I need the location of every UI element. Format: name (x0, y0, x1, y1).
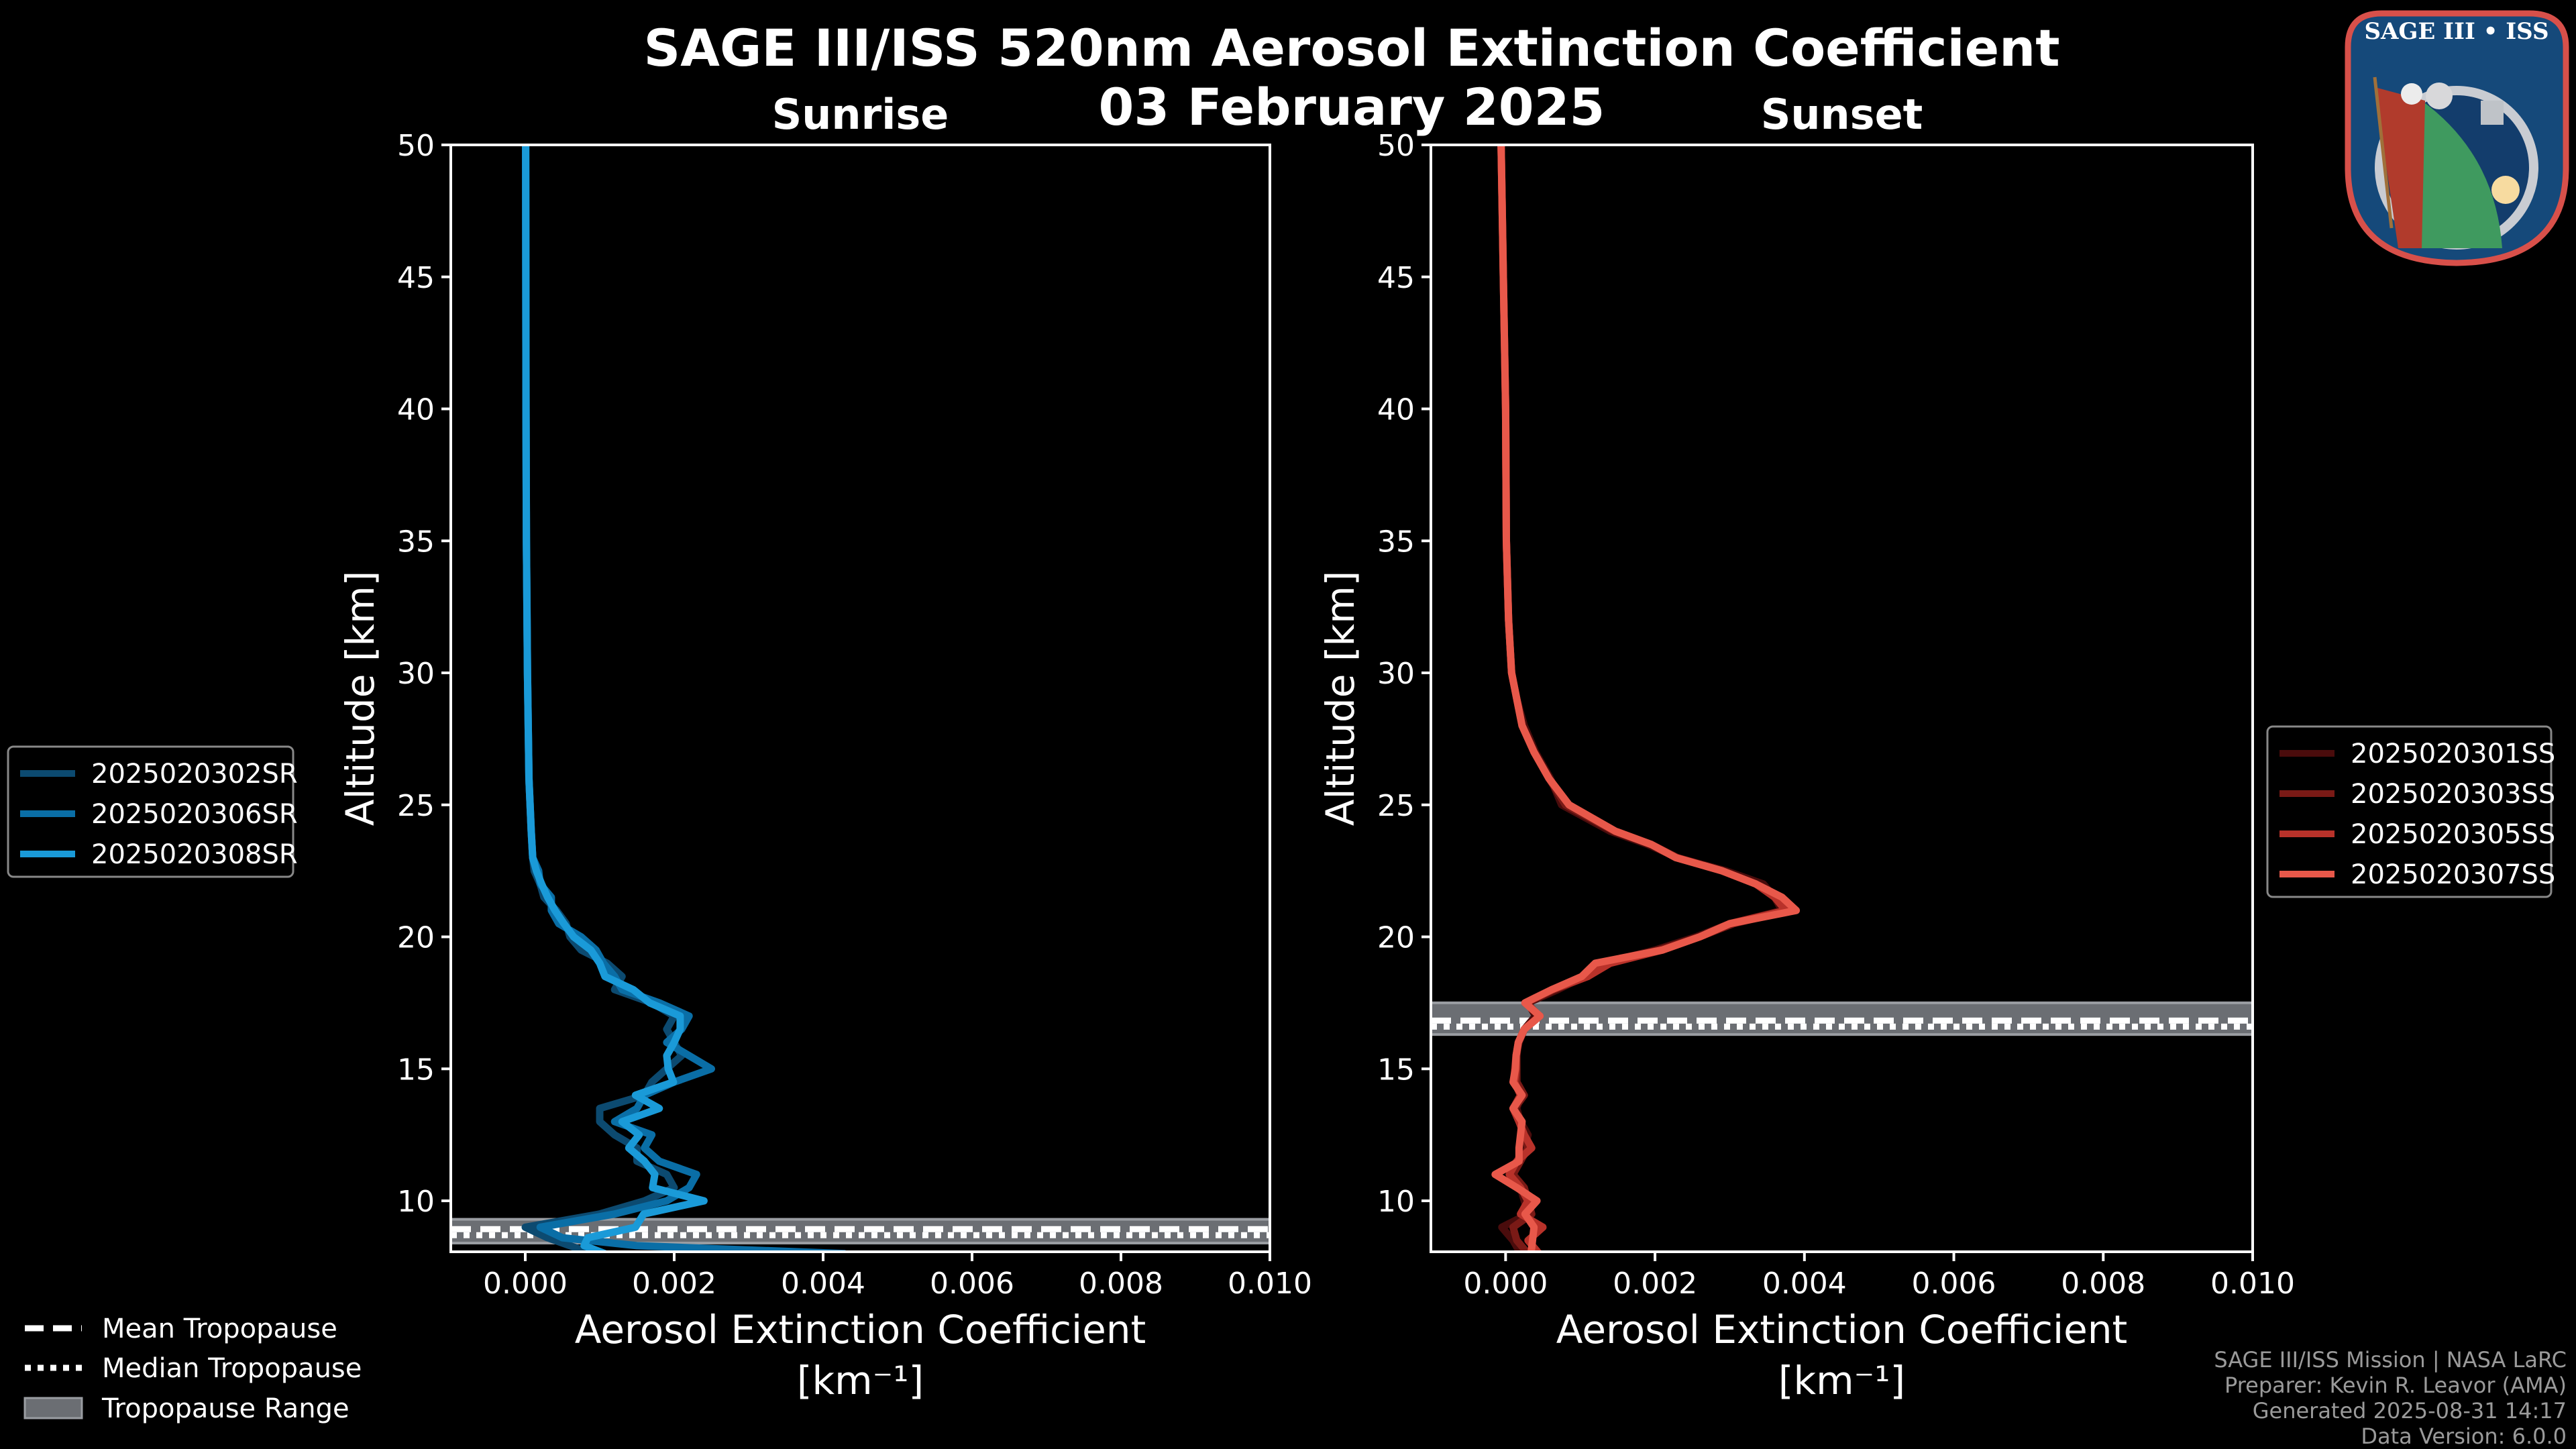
y-tick-label: 15 (1377, 1053, 1415, 1087)
y-tick-label: 10 (1377, 1185, 1415, 1219)
series-group (521, 145, 846, 1252)
series-line-2025020301SS (1497, 145, 1786, 1252)
x-axis-label: Aerosol Extinction Coefficient (575, 1307, 1146, 1352)
x-tick-label: 0.004 (1762, 1267, 1847, 1301)
panel-title: Sunrise (772, 90, 949, 139)
x-tick-label: 0.008 (2061, 1267, 2145, 1301)
panel-title: Sunset (1761, 90, 1923, 139)
y-tick-label: 50 (1377, 129, 1415, 163)
x-axis-unit: [km⁻¹] (797, 1358, 924, 1403)
sunrise-panel: Sunrise 0.000 0.002 0.004 0.006 0.008 0.010 10 1… (7, 90, 1312, 1403)
credit-line: Preparer: Kevin R. Leavor (AMA) (2224, 1373, 2567, 1398)
y-tick-label: 35 (397, 525, 435, 559)
x-axis-unit: [km⁻¹] (1778, 1358, 1905, 1403)
legend-label: 2025020301SS (2351, 739, 2555, 769)
y-tick-label: 10 (397, 1185, 435, 1219)
series-group (1491, 145, 1801, 1252)
y-tick-label: 25 (1377, 789, 1415, 823)
x-tick-label: 0.000 (483, 1267, 568, 1301)
series-legend-box (7, 745, 294, 878)
axes-frame (449, 144, 1271, 1253)
series-line-2025020307SS (1491, 145, 1801, 1252)
y-axis-label: Altitude [km] (1318, 571, 1363, 826)
legend-label: 2025020303SS (2351, 779, 2555, 810)
y-tick-label: 25 (397, 789, 435, 823)
series-line-2025020305SS (1497, 145, 1790, 1252)
x-axis-label: Aerosol Extinction Coefficient (1556, 1307, 2128, 1352)
y-tick-label: 50 (397, 129, 435, 163)
legend-label: 2025020307SS (2351, 859, 2555, 890)
sunset-panel: Sunset 0.000 0.002 0.004 0.006 0.008 0.010 10 15… (1318, 90, 2555, 1403)
x-tick-label: 0.002 (1613, 1267, 1697, 1301)
series-line-2025020303SS (1497, 145, 1793, 1252)
legend-label: 2025020306SR (91, 799, 298, 830)
logo-title: SAGE III • ISS (2364, 18, 2548, 45)
tropopause-range-swatch (23, 1397, 83, 1419)
y-axis-label: Altitude [km] (337, 571, 383, 826)
legend-label: 2025020302SR (91, 759, 298, 790)
x-tick-label: 0.006 (930, 1267, 1014, 1301)
x-tick-label: 0.002 (632, 1267, 716, 1301)
y-tick-label: 45 (1377, 261, 1415, 295)
series-legend-box (2266, 725, 2553, 898)
x-tick-label: 0.010 (2210, 1267, 2295, 1301)
credit-line: Generated 2025-08-31 14:17 (2253, 1398, 2567, 1424)
y-tick-label: 30 (1377, 657, 1415, 691)
y-tick-label: 20 (1377, 921, 1415, 955)
tropopause-range-label: Tropopause Range (101, 1393, 350, 1424)
credit-line: Data Version: 6.0.0 (2361, 1424, 2567, 1449)
y-tick-label: 15 (397, 1053, 435, 1087)
sun-icon (2491, 176, 2520, 204)
y-tick-label: 45 (397, 261, 435, 295)
series-line-2025020308SR (522, 145, 708, 1252)
credits: SAGE III/ISS Mission | NASA LaRC Prepare… (2214, 1347, 2567, 1449)
x-tick-label: 0.000 (1463, 1267, 1548, 1301)
x-tick-label: 0.004 (781, 1267, 865, 1301)
credit-line: SAGE III/ISS Mission | NASA LaRC (2214, 1347, 2567, 1373)
series-line-2025020306SR (522, 145, 846, 1252)
figure-date: 03 February 2025 (1099, 77, 1605, 137)
mean-tropopause-label: Mean Tropopause (102, 1313, 337, 1344)
x-tick-label: 0.010 (1228, 1267, 1312, 1301)
figure-title: SAGE III/ISS 520nm Aerosol Extinction Co… (643, 18, 2059, 78)
sage-iii-iss-mission-logo: SAGE III • ISS (2345, 10, 2569, 266)
moon-icon (2426, 83, 2453, 109)
legend-label: 2025020308SR (91, 839, 298, 870)
x-tick-label: 0.006 (1912, 1267, 1996, 1301)
median-tropopause-label: Median Tropopause (102, 1353, 362, 1384)
y-tick-label: 35 (1377, 525, 1415, 559)
tropopause-legend: Mean Tropopause Median Tropopause Tropop… (23, 1313, 362, 1424)
axes-frame (1430, 144, 2254, 1253)
y-tick-label: 40 (1377, 393, 1415, 427)
x-tick-label: 0.008 (1079, 1267, 1163, 1301)
y-tick-label: 40 (397, 393, 435, 427)
y-tick-label: 30 (397, 657, 435, 691)
legend-label: 2025020305SS (2351, 819, 2555, 850)
y-tick-label: 20 (397, 921, 435, 955)
